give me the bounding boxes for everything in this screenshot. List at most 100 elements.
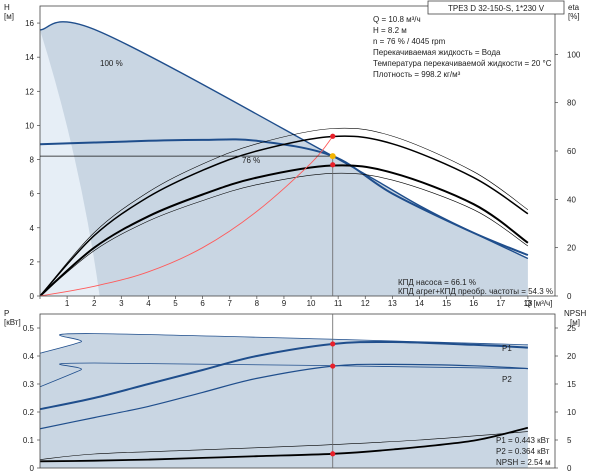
npsh-tick-label: 0: [567, 464, 572, 473]
p1-curve-label: P1: [502, 344, 512, 353]
info-temp: Температура перекачиваемой жидкости = 20…: [373, 59, 552, 68]
eta-tick-label: 80: [567, 99, 576, 108]
eta-tick-label: 40: [567, 195, 576, 204]
npsh-tick-label: 5: [567, 436, 572, 445]
h-tick-label: 2: [30, 258, 35, 267]
bottom-plot-frame: [39, 313, 556, 469]
q-tick-label: 18: [523, 299, 532, 308]
q-tick-label: 16: [469, 299, 478, 308]
h-tick-label: 16: [25, 19, 34, 28]
info-liquid: Перекачиваемая жидкость = Вода: [373, 48, 501, 57]
total-efficiency-curve-max: [40, 172, 529, 296]
max-speed-label: 100 %: [100, 59, 123, 68]
info-speed: n = 76 % / 4045 rpm: [373, 37, 446, 46]
npsh-tick-label: 15: [567, 380, 576, 389]
title-box: [427, 0, 565, 15]
p2-curve: [40, 363, 528, 430]
info-p1: P1 = 0.443 кВт: [496, 436, 550, 445]
p1-point: [330, 341, 336, 347]
q-tick-label: 13: [388, 299, 397, 308]
q-tick-label: 3: [119, 299, 124, 308]
q-tick-label: 14: [415, 299, 424, 308]
pump-efficiency-curve: [40, 135, 529, 296]
eta-tick-label: 100: [567, 50, 581, 59]
power-info: P1 = 0.443 кВт P2 = 0.364 кВт NPSH = 2.5…: [496, 436, 551, 467]
npsh-curve: [40, 426, 529, 463]
power-range-area: [40, 333, 528, 468]
bottom-envelope-layer: [40, 333, 528, 468]
h-tick-label: 14: [25, 53, 34, 62]
info-flow: Q = 10.8 м³/ч: [373, 15, 421, 24]
chart-title: TPE3 D 32-150-S, 1*230 V: [448, 4, 545, 13]
h-tick-label: 12: [25, 87, 34, 96]
p2-point: [330, 363, 336, 369]
npsh-axis-unit: [м]: [570, 318, 580, 327]
q-tick-label: 1: [65, 299, 70, 308]
p-axis-label: P: [4, 309, 9, 318]
npsh-tick-label: 20: [567, 352, 576, 361]
q-tick-label: 10: [307, 299, 316, 308]
q-tick-label: 6: [200, 299, 205, 308]
q-tick-label: 8: [255, 299, 260, 308]
npsh-axis-label: NPSH: [564, 309, 586, 318]
q-tick-label: 5: [173, 299, 178, 308]
p-tick-label: 0.1: [23, 436, 35, 445]
efficiency-info: КПД насоса = 66.1 % КПД агрег+КПД преобр…: [398, 278, 553, 296]
eta-axis-label: eta: [568, 3, 580, 12]
system-curve: [40, 136, 334, 296]
q-tick-label: 11: [334, 299, 343, 308]
p-axis-unit: [кВт]: [4, 318, 21, 327]
operating-range-area: [40, 21, 528, 296]
p-tick-label: 0.3: [23, 380, 35, 389]
total-efficiency-point: [330, 162, 336, 168]
q-tick-label: 12: [361, 299, 370, 308]
h-axis-label-unit: H: [4, 3, 10, 12]
pump-efficiency-point: [330, 133, 336, 139]
eta-axis-unit: [%]: [568, 12, 580, 21]
eta-tick-label: 20: [567, 244, 576, 253]
q-tick-label: 9: [282, 299, 287, 308]
eta-tick-label: 60: [567, 147, 576, 156]
info-head: H = 8.2 м: [373, 26, 407, 35]
p-tick-label: 0: [30, 464, 35, 473]
p2-curve-label: P2: [502, 375, 512, 384]
npsh-point: [330, 451, 336, 457]
operating-points-layer: [40, 133, 336, 468]
info-pump-eff: КПД насоса = 66.1 %: [398, 278, 476, 287]
q-tick-label: 15: [442, 299, 451, 308]
q-axis-label: Q [м³/ч]: [525, 299, 552, 308]
duty-info: Q = 10.8 м³/ч H = 8.2 м n = 76 % / 4045 …: [373, 15, 552, 79]
h-tick-label: 0: [30, 292, 35, 301]
q-tick-label: 4: [146, 299, 151, 308]
q-tick-label: 2: [92, 299, 97, 308]
h-tick-label: 4: [30, 224, 35, 233]
p-tick-label: 0.4: [23, 352, 35, 361]
h-tick-label: 8: [30, 156, 35, 165]
p1-curve: [40, 340, 528, 411]
h-tick-label: 10: [25, 121, 34, 130]
operating-speed-label: 76 %: [242, 156, 260, 165]
low-flow-area: [40, 29, 100, 296]
npsh-tick-label: 10: [567, 408, 576, 417]
bottom-curves-layer: [40, 333, 529, 463]
p-tick-label: 0.5: [23, 324, 35, 333]
top-envelope-layer: [40, 21, 528, 296]
eta-tick-label: 0: [567, 292, 572, 301]
p-tick-label: 0.2: [23, 408, 35, 417]
info-total-eff: КПД агрег+КПД преобр. частоты = 54.3 %: [398, 287, 553, 296]
info-npsh: NPSH = 2.54 м: [496, 458, 551, 467]
pump-efficiency-curve-max: [40, 127, 529, 296]
info-density: Плотность = 998.2 кг/м³: [373, 70, 461, 79]
h-axis-label: [м]: [4, 12, 14, 21]
p2-max-curve: [40, 362, 528, 388]
q-tick-label: 17: [496, 299, 505, 308]
info-p2: P2 = 0.364 кВт: [496, 447, 550, 456]
npsh-max-curve: [40, 431, 528, 460]
total-efficiency-curve: [40, 164, 529, 296]
duty-point: [329, 153, 336, 160]
q-tick-label: 7: [228, 299, 233, 308]
h-tick-label: 6: [30, 190, 35, 199]
npsh-tick-label: 25: [567, 324, 576, 333]
